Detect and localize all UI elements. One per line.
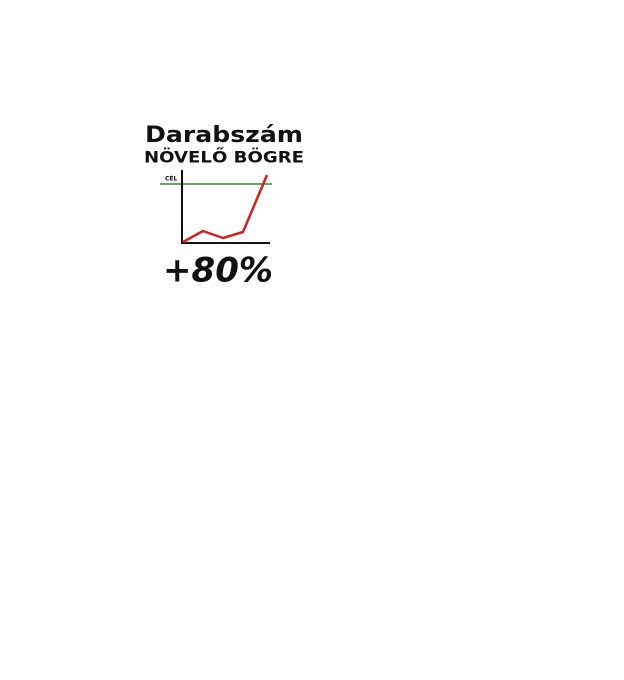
goal-label: CÉL	[165, 175, 178, 183]
subtitle: NÖVELŐ BÖGRE	[144, 147, 304, 167]
result: +80%	[163, 251, 273, 291]
growth-line	[182, 174, 269, 244]
title: Darabszám	[145, 123, 303, 148]
